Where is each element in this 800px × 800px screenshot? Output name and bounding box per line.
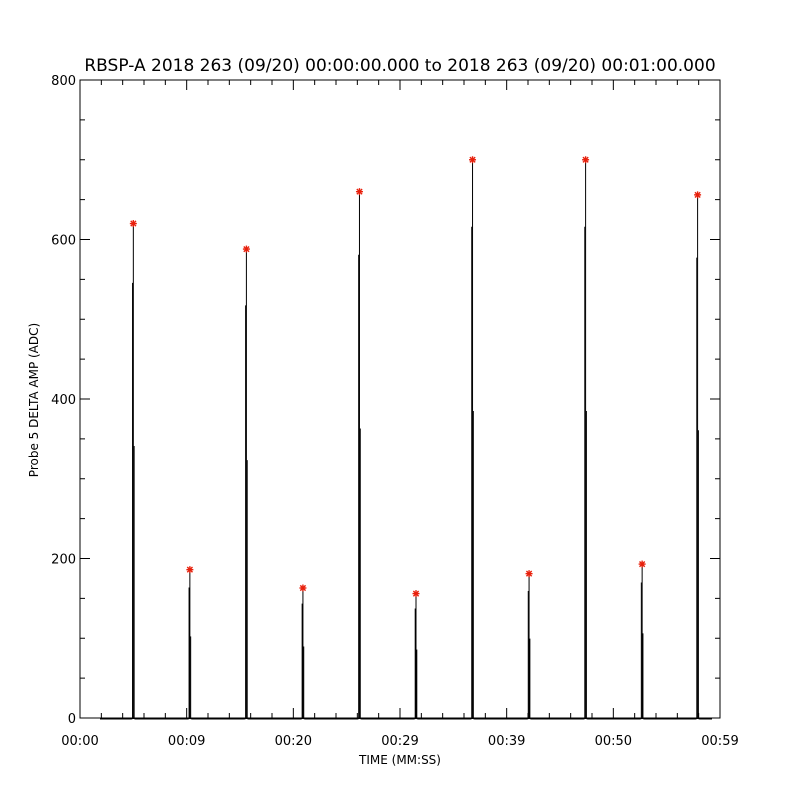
x-axis-label: TIME (MM:SS) — [358, 753, 441, 767]
peak-marker — [525, 570, 533, 578]
y-axis: 0 200 400 600 800 — [51, 74, 720, 727]
peak-marker — [694, 191, 702, 199]
y-axis-label: Probe 5 DELTA AMP (ADC) — [27, 323, 41, 477]
peak-marker — [186, 566, 194, 574]
peak-marker — [412, 590, 420, 598]
x-tick-label: 00:29 — [381, 734, 418, 749]
peak-marker — [355, 188, 363, 196]
peak-marker — [582, 156, 590, 164]
series-trace — [100, 159, 712, 720]
peak-marker — [242, 245, 250, 253]
series-baseline — [100, 718, 712, 720]
x-tick-label: 00:00 — [61, 734, 98, 749]
y-tick-label: 800 — [51, 74, 76, 89]
peak-marker — [299, 584, 307, 592]
plot-frame — [79, 79, 721, 719]
peak-marker — [638, 560, 646, 568]
series-markers — [129, 156, 702, 598]
chart-title: RBSP-A 2018 263 (09/20) 00:00:00.000 to … — [84, 56, 715, 76]
y-tick-label: 600 — [51, 234, 76, 249]
x-tick-label: 00:09 — [168, 734, 205, 749]
peak-marker — [469, 156, 477, 164]
peak-marker — [129, 220, 137, 228]
y-tick-label: 200 — [51, 553, 76, 568]
x-tick-label: 00:59 — [701, 734, 738, 749]
x-tick-label: 00:39 — [488, 734, 525, 749]
y-tick-label: 0 — [68, 712, 76, 727]
x-axis: 00:00 00:09 00:20 00:29 00:39 00:50 00:59 — [61, 80, 739, 749]
x-tick-label: 00:20 — [275, 734, 312, 749]
y-tick-label: 400 — [51, 393, 76, 408]
x-tick-label: 00:50 — [595, 734, 632, 749]
